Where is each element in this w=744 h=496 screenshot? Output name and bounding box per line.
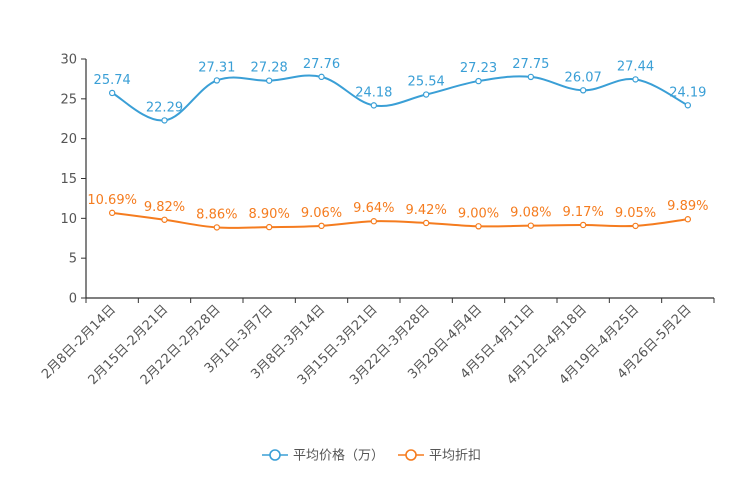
data-label: 26.07: [565, 70, 602, 85]
y-tick-label: 0: [69, 292, 77, 307]
data-point[interactable]: [213, 77, 221, 84]
data-point[interactable]: [475, 223, 482, 230]
y-tick-label: 20: [60, 132, 77, 147]
data-label: 9.82%: [144, 200, 185, 215]
data-label: 27.31: [198, 60, 235, 75]
y-tick-label: 15: [60, 172, 77, 187]
data-label: 9.89%: [667, 199, 708, 214]
legend-marker-icon: [405, 449, 417, 461]
series-line: [112, 211, 688, 229]
data-point[interactable]: [527, 73, 535, 81]
data-label: 25.54: [408, 75, 445, 90]
data-label: 25.74: [94, 73, 131, 88]
data-point[interactable]: [318, 222, 325, 230]
legend-item-0[interactable]: 平均价格（万）: [262, 448, 384, 464]
data-label: 9.17%: [563, 205, 604, 220]
data-point[interactable]: [422, 91, 430, 98]
data-point[interactable]: [370, 102, 378, 109]
data-label: 22.29: [146, 100, 183, 115]
series-1: 10.69% 9.82% 8.86% 8.90% 9.06% 9.64% 9.42% 9.00…: [87, 193, 708, 231]
data-label: 27.44: [617, 59, 654, 74]
series-layer: 25.74 22.29 27.31 27.28 27.76 24.18 25.54 27.23…: [87, 57, 708, 231]
legend-label: 平均折扣: [429, 449, 481, 464]
data-label: 9.05%: [615, 206, 656, 221]
data-point[interactable]: [213, 224, 221, 231]
data-label: 9.64%: [353, 201, 394, 216]
data-label: 9.06%: [301, 206, 342, 221]
data-label: 9.00%: [458, 206, 499, 221]
y-tick-label: 25: [60, 92, 77, 107]
data-point[interactable]: [527, 222, 535, 229]
data-label: 8.86%: [196, 207, 237, 222]
data-label: 9.08%: [510, 206, 551, 221]
data-label: 27.75: [512, 57, 549, 72]
data-point[interactable]: [422, 219, 430, 227]
data-point[interactable]: [579, 87, 587, 94]
data-label: 24.19: [669, 85, 706, 100]
series-0: 25.74 22.29 27.31 27.28 27.76 24.18 25.54 27.23…: [94, 57, 706, 124]
data-point[interactable]: [318, 73, 325, 81]
data-point[interactable]: [265, 223, 273, 231]
data-point[interactable]: [632, 76, 639, 83]
data-point[interactable]: [684, 102, 692, 109]
y-tick-label: 30: [60, 53, 77, 68]
data-label: 8.90%: [249, 207, 290, 222]
data-point[interactable]: [161, 117, 168, 124]
data-point[interactable]: [265, 77, 273, 84]
data-point[interactable]: [108, 89, 116, 97]
legend-item-1[interactable]: 平均折扣: [398, 449, 481, 464]
legend: 平均价格（万） 平均折扣: [262, 448, 481, 464]
data-point[interactable]: [161, 216, 168, 223]
legend-label: 平均价格（万）: [293, 448, 384, 464]
y-tick-label: 10: [60, 212, 77, 227]
data-label: 9.42%: [406, 203, 447, 218]
data-point[interactable]: [632, 222, 639, 230]
data-label: 24.18: [355, 85, 392, 100]
data-label: 27.76: [303, 57, 340, 72]
y-tick-label: 5: [69, 252, 77, 267]
data-point[interactable]: [108, 209, 116, 217]
legend-marker-icon: [269, 449, 281, 461]
data-point[interactable]: [370, 218, 378, 225]
data-point[interactable]: [579, 221, 587, 229]
data-point[interactable]: [684, 216, 692, 223]
data-point[interactable]: [475, 77, 482, 85]
data-label: 27.28: [251, 61, 288, 76]
data-label: 27.23: [460, 61, 497, 76]
data-label: 10.69%: [87, 193, 137, 208]
